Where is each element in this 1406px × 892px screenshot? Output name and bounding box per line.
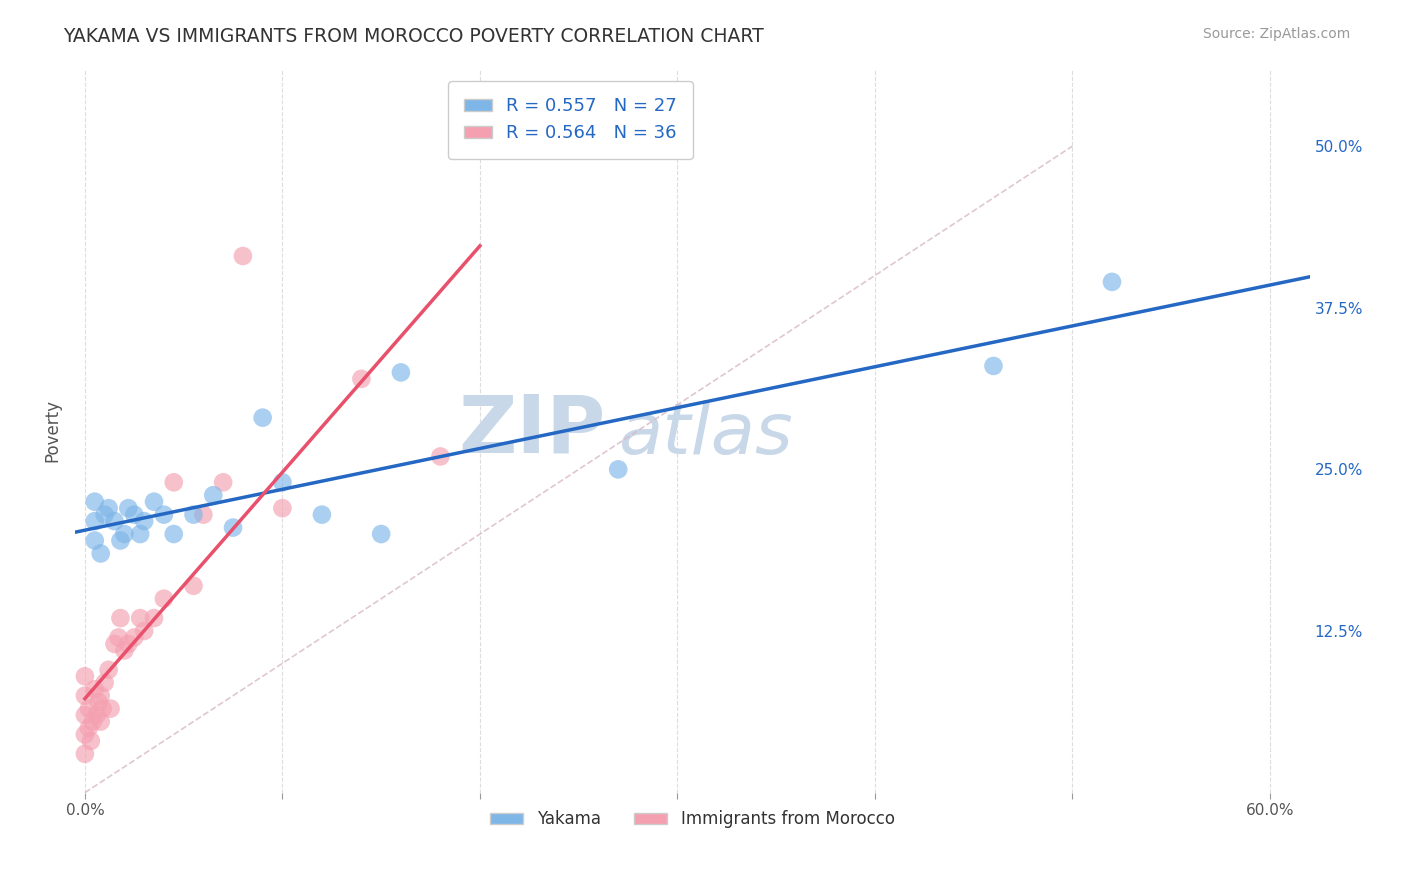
Point bbox=[163, 475, 186, 490]
Point bbox=[983, 359, 1005, 373]
Point bbox=[134, 624, 156, 638]
Point bbox=[271, 475, 294, 490]
Point bbox=[202, 488, 225, 502]
Point bbox=[82, 714, 104, 729]
Point bbox=[86, 708, 108, 723]
Point bbox=[93, 508, 115, 522]
Point bbox=[90, 714, 112, 729]
Point bbox=[103, 637, 125, 651]
Point bbox=[112, 643, 135, 657]
Point bbox=[129, 527, 152, 541]
Point bbox=[163, 527, 186, 541]
Point bbox=[143, 494, 166, 508]
Point bbox=[117, 501, 139, 516]
Point bbox=[183, 508, 205, 522]
Point bbox=[90, 546, 112, 560]
Point bbox=[80, 734, 103, 748]
Point bbox=[110, 611, 132, 625]
Point bbox=[73, 689, 96, 703]
Point bbox=[129, 611, 152, 625]
Point bbox=[73, 708, 96, 723]
Point bbox=[73, 727, 96, 741]
Point bbox=[97, 663, 120, 677]
Y-axis label: Poverty: Poverty bbox=[44, 399, 60, 462]
Point bbox=[112, 527, 135, 541]
Point bbox=[122, 508, 145, 522]
Point bbox=[429, 450, 451, 464]
Point bbox=[271, 501, 294, 516]
Point bbox=[183, 579, 205, 593]
Text: YAKAMA VS IMMIGRANTS FROM MOROCCO POVERTY CORRELATION CHART: YAKAMA VS IMMIGRANTS FROM MOROCCO POVERT… bbox=[63, 27, 763, 45]
Point bbox=[311, 508, 333, 522]
Point bbox=[153, 508, 176, 522]
Point bbox=[153, 591, 176, 606]
Point bbox=[103, 514, 125, 528]
Point bbox=[90, 689, 112, 703]
Point bbox=[83, 533, 105, 548]
Point bbox=[252, 410, 274, 425]
Point bbox=[117, 637, 139, 651]
Point bbox=[107, 631, 129, 645]
Point bbox=[91, 701, 114, 715]
Point bbox=[83, 494, 105, 508]
Point bbox=[87, 695, 110, 709]
Point bbox=[607, 462, 630, 476]
Point bbox=[350, 372, 373, 386]
Point bbox=[77, 701, 100, 715]
Point bbox=[110, 533, 132, 548]
Point bbox=[1101, 275, 1123, 289]
Point bbox=[93, 675, 115, 690]
Point bbox=[389, 365, 412, 379]
Point bbox=[232, 249, 254, 263]
Point bbox=[77, 721, 100, 735]
Point bbox=[143, 611, 166, 625]
Point bbox=[97, 501, 120, 516]
Point bbox=[212, 475, 235, 490]
Point bbox=[222, 520, 245, 534]
Text: Source: ZipAtlas.com: Source: ZipAtlas.com bbox=[1202, 27, 1350, 41]
Point bbox=[73, 747, 96, 761]
Point bbox=[83, 682, 105, 697]
Point bbox=[73, 669, 96, 683]
Point bbox=[193, 508, 215, 522]
Point bbox=[134, 514, 156, 528]
Text: ZIP: ZIP bbox=[458, 392, 606, 469]
Point bbox=[122, 631, 145, 645]
Point bbox=[370, 527, 392, 541]
Point bbox=[83, 514, 105, 528]
Text: atlas: atlas bbox=[619, 400, 793, 468]
Legend: Yakama, Immigrants from Morocco: Yakama, Immigrants from Morocco bbox=[484, 804, 901, 835]
Point bbox=[100, 701, 122, 715]
